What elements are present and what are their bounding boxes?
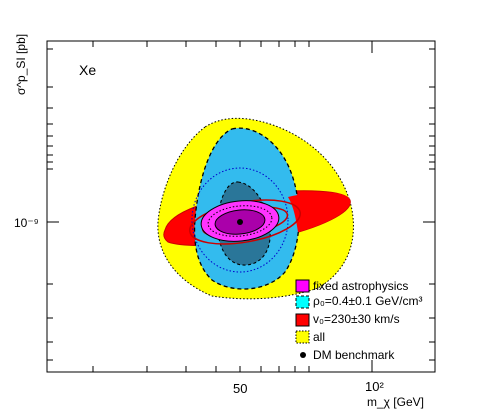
x-tick-label: 10² — [365, 379, 384, 394]
region-v0-overlap — [288, 192, 351, 232]
legend-swatch-rho0 — [295, 295, 310, 309]
plot-frame — [46, 40, 436, 373]
panel-label: Xe — [79, 62, 96, 78]
rho0-dotted-contour — [191, 167, 289, 273]
fixed-dotted-contour — [207, 205, 273, 237]
x-tick-label: 50 — [233, 381, 247, 396]
x-axis-title: m_χ [GeV] — [367, 395, 424, 409]
legend: fixed astrophysics ρ₀=0.4±0.1 GeV/cm³ v₀… — [295, 279, 422, 362]
legend-label: ρ₀=0.4±0.1 GeV/cm³ — [313, 294, 422, 308]
legend-swatch-all — [295, 330, 310, 344]
x-axis-ticks — [92, 41, 373, 372]
y-tick-label: 10⁻⁹ — [14, 216, 39, 230]
y-axis-title: σ^p_SI [pb] — [14, 34, 28, 95]
legend-swatch-fixed — [295, 279, 310, 293]
dm-benchmark-marker — [237, 219, 243, 225]
legend-swatch-v0 — [295, 313, 310, 327]
legend-label: fixed astrophysics — [313, 279, 408, 293]
y-axis-ticks — [47, 48, 435, 361]
legend-label: DM benchmark — [313, 348, 395, 362]
legend-marker-benchmark — [300, 352, 306, 358]
legend-label: v₀=230±30 km/s — [313, 312, 400, 326]
legend-label: all — [313, 330, 325, 344]
